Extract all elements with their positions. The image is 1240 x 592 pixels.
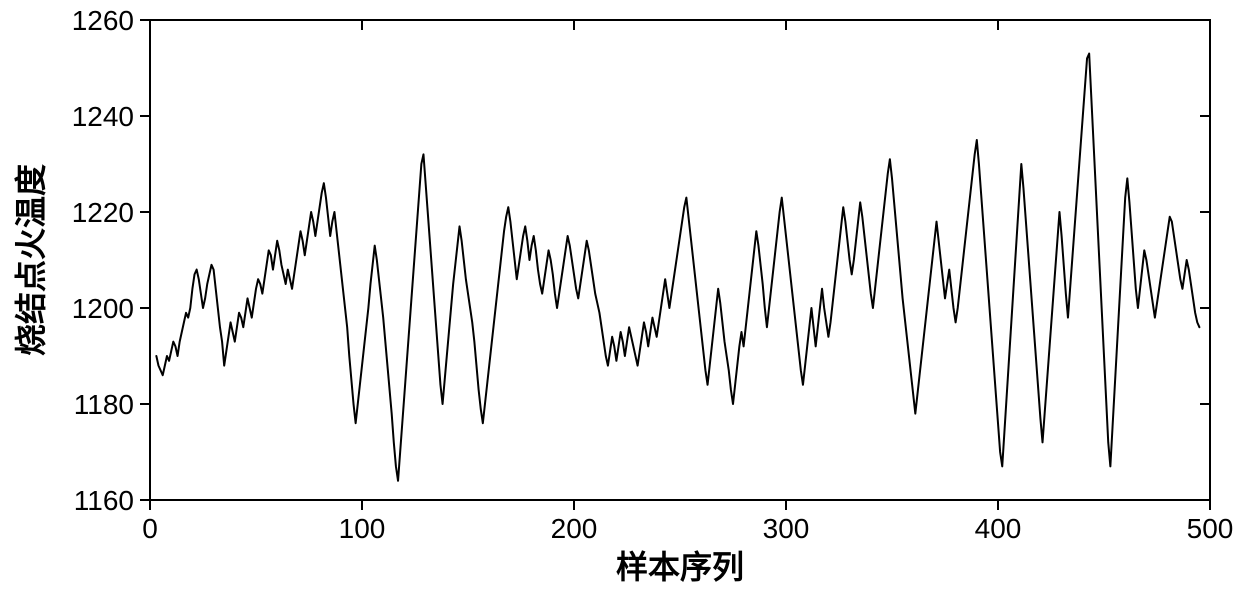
x-axis-ticks [150,20,1210,510]
y-axis-label: 烧结点火温度 [13,164,49,356]
x-tick-label: 100 [339,513,386,544]
y-tick-label: 1260 [72,5,134,36]
plot-border [150,20,1210,500]
series-ignition-temp [156,54,1199,481]
x-axis-tick-labels: 0 100 200 300 400 500 [142,513,1233,544]
chart-container: 0 100 200 300 400 500 1160 1180 1200 1220 1240 126… [0,0,1240,592]
y-tick-label: 1160 [74,485,134,516]
x-axis-label: 样本序列 [616,549,744,585]
y-tick-label: 1200 [72,293,134,324]
line-chart: 0 100 200 300 400 500 1160 1180 1200 1220 1240 126… [0,0,1240,592]
y-axis-tick-labels: 1160 1180 1200 1220 1240 1260 [72,5,134,516]
y-axis-ticks [140,20,1210,500]
y-tick-label: 1220 [72,197,134,228]
y-tick-label: 1180 [74,389,134,420]
x-tick-label: 0 [142,513,158,544]
x-tick-label: 300 [763,513,810,544]
x-tick-label: 200 [551,513,598,544]
x-tick-label: 400 [975,513,1022,544]
x-tick-label: 500 [1187,513,1234,544]
y-tick-label: 1240 [72,101,134,132]
